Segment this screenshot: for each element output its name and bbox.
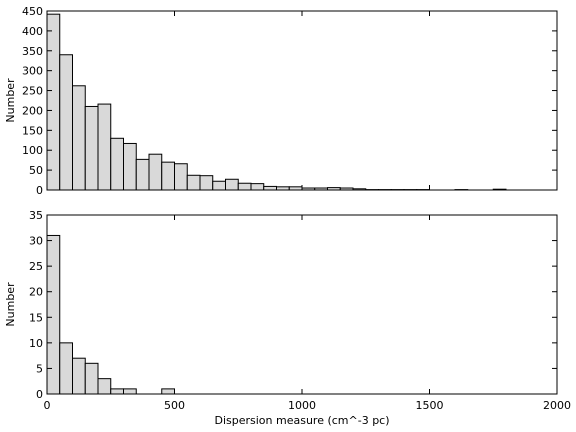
histogram-bar — [59, 54, 73, 191]
bottom-histogram-panel: 0 5 10 15 20 25 30 35 0 500 1000 1500 2000 Number Disp… — [4, 209, 571, 427]
histogram-bar — [174, 163, 188, 191]
y-tick-label: 450 — [22, 5, 43, 18]
histogram-bar — [161, 388, 175, 395]
y-tick-label: 50 — [29, 164, 43, 177]
x-tick-label: 2000 — [543, 399, 571, 412]
y-tick-label: 150 — [22, 124, 43, 137]
histogram-bar — [84, 105, 99, 191]
histogram-bar — [46, 234, 61, 395]
histogram-bar — [148, 153, 163, 191]
plot-frame — [46, 214, 558, 395]
histogram-bar — [161, 161, 175, 191]
y-tick-label: 350 — [22, 45, 43, 58]
histogram-bar — [110, 137, 124, 191]
histogram-bar — [84, 362, 99, 395]
y-tick-label: 100 — [22, 144, 43, 157]
y-tick-label: 35 — [29, 209, 43, 222]
histogram-bar — [250, 183, 265, 191]
histogram-bar — [135, 158, 150, 191]
histogram-bar — [110, 388, 124, 395]
histogram-bar — [225, 178, 239, 191]
histogram-bar — [97, 103, 112, 191]
histogram-bar — [72, 357, 86, 395]
top-histogram-panel: 0 50 100 150 200 250 300 350 400 450 Number — [4, 5, 558, 197]
y-tick-label: 0 — [36, 184, 43, 197]
y-tick-label: 25 — [29, 260, 43, 273]
y-tick-label: 10 — [29, 337, 43, 350]
y-tick-label: 15 — [29, 311, 43, 324]
y-tick-label: 200 — [22, 104, 43, 117]
histogram-bar — [186, 174, 201, 191]
y-tick-label: 250 — [22, 85, 43, 98]
x-tick-label: 500 — [164, 399, 185, 412]
histogram-bar — [212, 180, 226, 191]
histogram-bar — [123, 142, 137, 191]
y-tick-label: 30 — [29, 235, 43, 248]
histogram-bar — [263, 185, 277, 191]
y-tick-label: 5 — [36, 362, 43, 375]
x-tick-label: 1500 — [416, 399, 444, 412]
y-tick-label: 400 — [22, 25, 43, 38]
histogram-bar — [46, 13, 61, 191]
y-axis-label: Number — [4, 282, 17, 327]
histogram-bar — [237, 182, 252, 191]
y-tick-label: 0 — [36, 388, 43, 401]
histogram-bar — [123, 388, 137, 395]
histogram-bar — [97, 378, 112, 395]
histogram-bar — [72, 85, 86, 191]
y-tick-label: 20 — [29, 286, 43, 299]
x-tick-label: 1000 — [288, 399, 316, 412]
y-tick-label: 300 — [22, 65, 43, 78]
y-axis-label: Number — [4, 78, 17, 123]
histogram-bar — [199, 175, 214, 191]
x-tick-label: 0 — [44, 399, 51, 412]
histogram-bar — [59, 342, 73, 395]
x-axis-label: Dispersion measure (cm^-3 pc) — [214, 414, 389, 427]
